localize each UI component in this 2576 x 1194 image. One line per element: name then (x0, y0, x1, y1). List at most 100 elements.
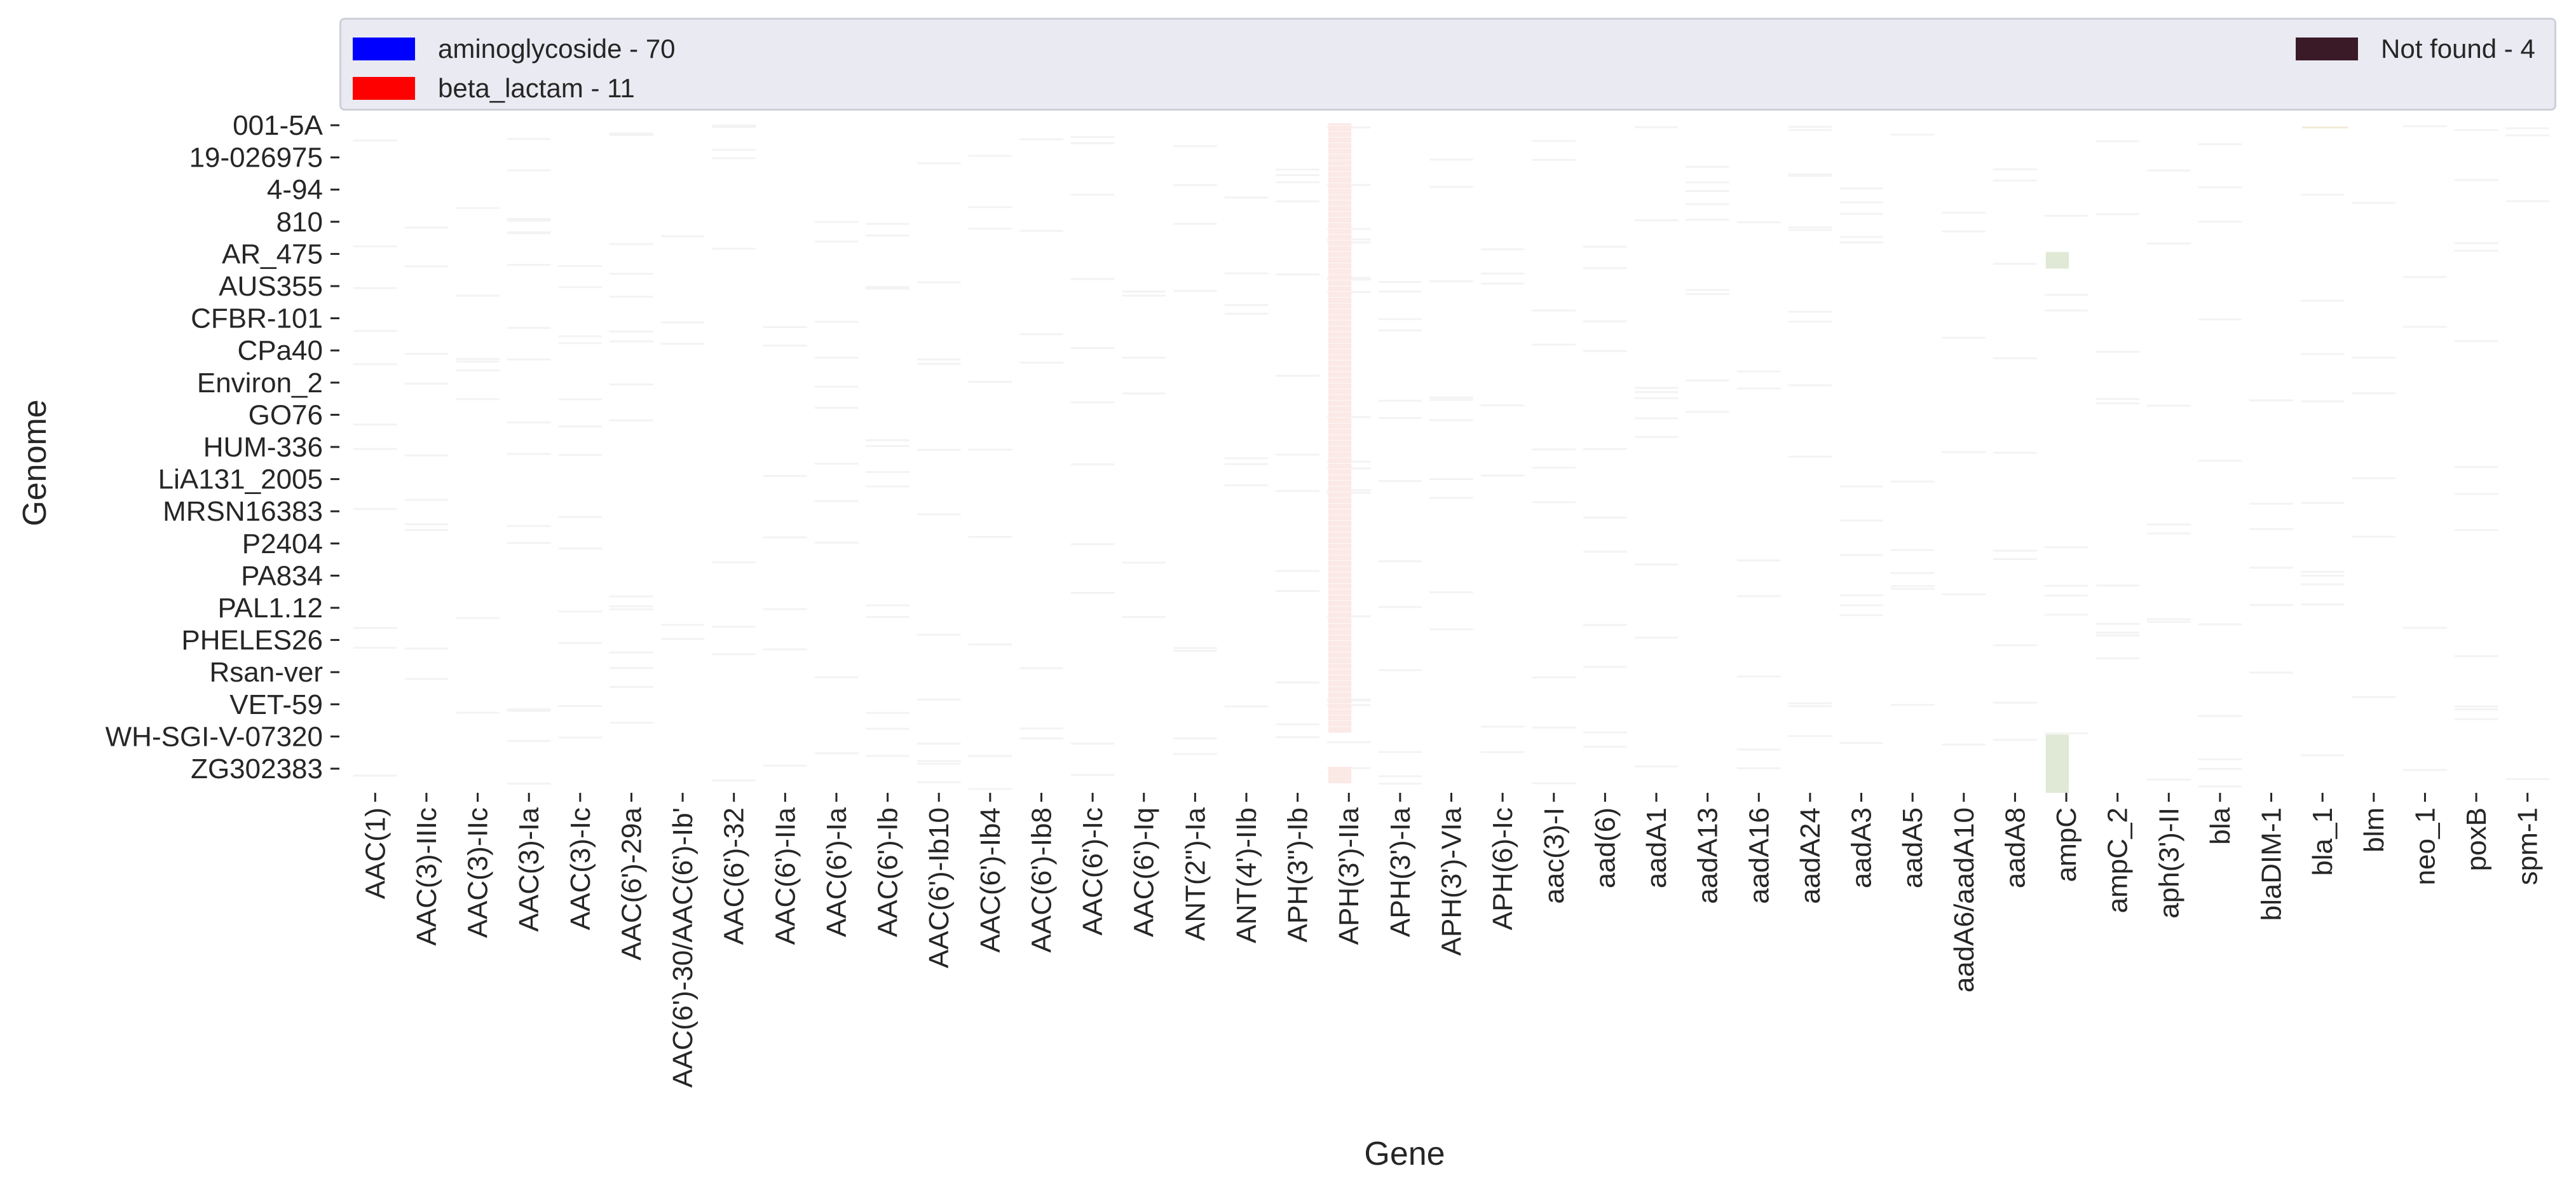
heatmap-cell-faint (558, 610, 603, 613)
heatmap-cell-faint (610, 134, 653, 136)
heatmap-cell-faint (712, 626, 756, 628)
heatmap-cell-faint (558, 335, 603, 338)
heatmap-cell-faint (866, 711, 910, 714)
heatmap-band-stripe (1328, 480, 1352, 481)
heatmap-cell-faint (917, 698, 961, 701)
x-tick-label: AAC(6')-Ib4 (975, 807, 1006, 952)
heatmap-cell-faint (353, 330, 397, 333)
heatmap-cell-faint (507, 327, 551, 329)
heatmap-band-stripe (1328, 726, 1352, 727)
x-tick-label: bla_1 (2307, 807, 2338, 876)
heatmap-cell-faint (660, 343, 705, 345)
heatmap-cell-faint (2454, 655, 2498, 657)
heatmap-band-stripe (1328, 308, 1352, 310)
heatmap-cell-faint (1993, 263, 2037, 265)
heatmap-cell-faint (1839, 742, 1883, 745)
heatmap-cell-faint (1839, 485, 1883, 488)
heatmap-cell-faint (712, 124, 756, 127)
heatmap-cell-faint (1224, 272, 1269, 275)
heatmap-cell-faint (763, 344, 807, 347)
heatmap-cell-faint (1019, 727, 1063, 730)
heatmap-cell-faint (2300, 502, 2345, 504)
heatmap-cell-faint (2300, 754, 2345, 757)
heatmap-cell-faint (1019, 230, 1063, 232)
heatmap-band-stripe (1328, 348, 1352, 350)
heatmap-cell-faint (968, 228, 1012, 230)
heatmap-cell-faint (507, 264, 551, 266)
heatmap-cell-faint (1583, 245, 1627, 248)
heatmap-cell-faint (2198, 715, 2242, 717)
heatmap-cell-faint (2096, 584, 2139, 587)
heatmap-cell-faint (1122, 294, 1166, 297)
heatmap-cell-faint (558, 642, 603, 644)
heatmap-band-stripe (1328, 400, 1352, 401)
y-tick-label: 001-5A (233, 110, 324, 141)
heatmap-cell-faint (2096, 634, 2139, 636)
heatmap-cell-faint (763, 608, 807, 610)
heatmap-cell-faint (404, 498, 449, 501)
heatmap-cell-faint (866, 445, 910, 448)
heatmap-cell-faint (2352, 535, 2396, 538)
x-tick-label: blm (2359, 807, 2390, 853)
heatmap-cell-faint (1993, 558, 2037, 560)
heatmap-cell-faint (610, 340, 653, 343)
heatmap-cell-faint (1378, 280, 1422, 283)
heatmap-cell-faint (1276, 723, 1319, 725)
heatmap-cell-faint (2249, 671, 2293, 674)
heatmap-cell-faint (1583, 666, 1627, 668)
heatmap-cell-faint (507, 525, 551, 527)
heatmap-cell-faint (1839, 212, 1883, 215)
heatmap-cell-faint (2096, 350, 2139, 353)
y-tick-label: PHELES26 (181, 625, 323, 656)
heatmap-cell-faint (2454, 340, 2498, 342)
heatmap-cell-faint (456, 357, 500, 360)
heatmap-cell-faint (1429, 497, 1473, 499)
heatmap-cell-faint (1736, 221, 1781, 224)
heatmap-cell-faint (1532, 467, 1576, 469)
heatmap-cell-faint (968, 448, 1012, 451)
x-axis: AAC(1) AAC(3)-IIIc AAC(3)-IIc AAC(3)-Ia AAC(… (360, 793, 2544, 1088)
heatmap-cell-faint (2044, 309, 2089, 312)
heatmap-cell-faint (866, 285, 910, 288)
heatmap-cell-faint (1070, 743, 1115, 745)
heatmap-cell-faint (866, 485, 910, 488)
heatmap-cell-faint (968, 535, 1012, 538)
heatmap-cell-faint (1686, 190, 1729, 193)
heatmap-cell-faint (1378, 751, 1422, 753)
y-tick-label: AUS355 (219, 271, 323, 302)
heatmap-cell-faint (610, 296, 653, 298)
x-tick-label: aadA8 (2000, 807, 2031, 888)
x-tick-label: ANT(2'')-Ia (1180, 807, 1211, 940)
heatmap-cell-faint (660, 235, 705, 238)
heatmap-cell-faint (1480, 282, 1525, 285)
heatmap-cell-faint (968, 755, 1012, 757)
heatmap-cell-faint (1736, 675, 1781, 678)
heatmap-cell-faint (2096, 140, 2139, 142)
heatmap-band-stripe (1328, 703, 1352, 704)
heatmap-cell-faint (2096, 657, 2139, 659)
heatmap-cell-faint (353, 245, 397, 248)
heatmap-band-stripe (1328, 520, 1352, 521)
heatmap-band-stripe (1328, 600, 1352, 601)
heatmap-cell-faint (1788, 702, 1832, 704)
heatmap-cell-faint (917, 513, 961, 516)
heatmap-cell-faint (610, 651, 653, 654)
heatmap-cell-faint (456, 398, 500, 401)
heatmap-cell-faint (1429, 628, 1473, 631)
heatmap-cell-faint (1839, 604, 1883, 607)
heatmap-cell-faint (558, 286, 603, 289)
heatmap-cell-faint (1224, 457, 1269, 460)
heatmap-band-stripe (1328, 274, 1352, 275)
heatmap-cell-faint (814, 541, 859, 544)
heatmap-cell-faint (917, 762, 961, 765)
heatmap-cell-faint (2454, 242, 2498, 244)
heatmap-cell-faint (404, 382, 449, 385)
heatmap-cell-faint (712, 247, 756, 250)
heatmap-band-stripe (1328, 205, 1352, 207)
heatmap-cell-faint (507, 710, 551, 712)
heatmap-cell-faint (2146, 778, 2191, 781)
heatmap-cell-faint (1634, 397, 1679, 399)
heatmap-cell-faint (1019, 138, 1063, 141)
heatmap-cell-faint (1686, 289, 1729, 291)
heatmap-cell-faint (2146, 242, 2191, 245)
